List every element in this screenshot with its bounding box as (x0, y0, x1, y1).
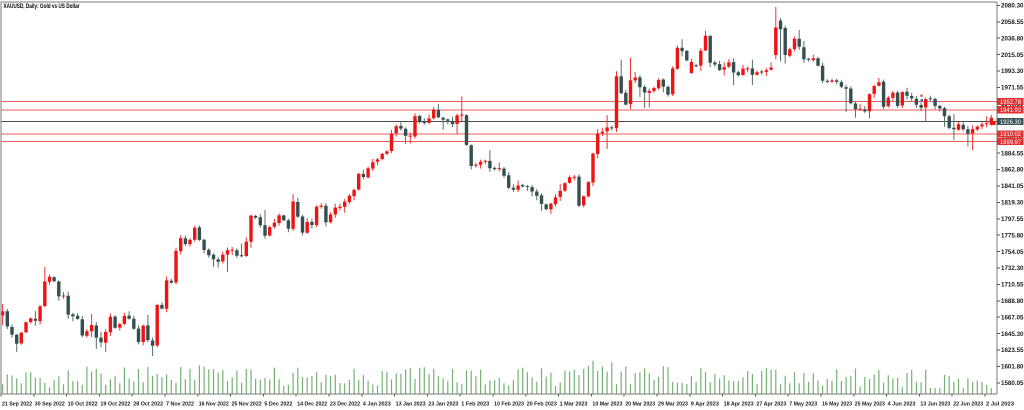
svg-text:16 Nov 2022: 16 Nov 2022 (199, 402, 229, 408)
svg-text:1971.55: 1971.55 (1001, 85, 1024, 92)
svg-text:1884.55: 1884.55 (1001, 150, 1024, 157)
svg-text:7 May 2023: 7 May 2023 (789, 402, 817, 408)
svg-text:1623.55: 1623.55 (1001, 347, 1024, 354)
svg-text:28 Oct 2022: 28 Oct 2022 (133, 402, 163, 408)
svg-text:2 Jul 2023: 2 Jul 2023 (986, 402, 1014, 408)
svg-text:19 Oct 2022: 19 Oct 2022 (100, 402, 130, 408)
svg-text:1688.80: 1688.80 (1001, 298, 1024, 305)
svg-text:1645.30: 1645.30 (1001, 331, 1024, 338)
svg-text:1667.05: 1667.05 (1001, 314, 1024, 321)
svg-text:29 Mar 2023: 29 Mar 2023 (658, 402, 688, 408)
svg-text:20 Feb 2023: 20 Feb 2023 (527, 402, 557, 408)
svg-text:XAUUSD, Daily: Gold vs US Dol: XAUUSD, Daily: Gold vs US Dollar (4, 3, 80, 10)
svg-text:1993.30: 1993.30 (1001, 68, 1024, 75)
svg-text:23 Jan 2023: 23 Jan 2023 (428, 402, 458, 408)
svg-text:16 May 2023: 16 May 2023 (822, 402, 852, 408)
svg-text:18 Apr 2023: 18 Apr 2023 (724, 402, 754, 408)
svg-text:1862.80: 1862.80 (1001, 167, 1024, 174)
svg-text:1926.30: 1926.30 (1000, 119, 1021, 126)
svg-text:10 Mar 2023: 10 Mar 2023 (592, 402, 622, 408)
svg-text:13 Jan 2023: 13 Jan 2023 (396, 402, 426, 408)
svg-text:20 Mar 2023: 20 Mar 2023 (625, 402, 655, 408)
svg-text:1797.55: 1797.55 (1001, 216, 1024, 223)
svg-text:13 Jun 2023: 13 Jun 2023 (920, 402, 950, 408)
svg-text:1710.55: 1710.55 (1001, 282, 1024, 289)
svg-text:2080.30: 2080.30 (1001, 3, 1024, 10)
svg-text:1 Mar 2023: 1 Mar 2023 (560, 402, 588, 408)
svg-text:1952.78: 1952.78 (1000, 99, 1021, 106)
svg-text:14 Dec 2022: 14 Dec 2022 (297, 402, 327, 408)
svg-text:1754.05: 1754.05 (1001, 249, 1024, 256)
svg-text:30 Sep 2022: 30 Sep 2022 (35, 402, 65, 408)
svg-text:21 Sep 2022: 21 Sep 2022 (2, 402, 32, 408)
svg-text:2036.80: 2036.80 (1001, 35, 1024, 42)
svg-text:4 Jun 2023: 4 Jun 2023 (888, 402, 916, 408)
svg-text:1 Feb 2023: 1 Feb 2023 (461, 402, 489, 408)
svg-text:10 Oct 2022: 10 Oct 2022 (68, 402, 98, 408)
svg-text:9 Apr 2023: 9 Apr 2023 (691, 402, 719, 408)
svg-text:1580.05: 1580.05 (1001, 380, 1024, 387)
svg-text:1819.30: 1819.30 (1001, 200, 1024, 207)
svg-text:1910.02: 1910.02 (1000, 131, 1021, 138)
svg-text:1941.93: 1941.93 (1000, 107, 1021, 114)
svg-text:4 Jan 2023: 4 Jan 2023 (363, 402, 391, 408)
svg-text:25 May 2023: 25 May 2023 (855, 402, 885, 408)
svg-text:1899.97: 1899.97 (1000, 139, 1021, 146)
svg-text:10 Feb 2023: 10 Feb 2023 (494, 402, 524, 408)
svg-text:1732.30: 1732.30 (1001, 265, 1024, 272)
svg-text:1601.80: 1601.80 (1001, 364, 1024, 371)
svg-text:2015.05: 2015.05 (1001, 52, 1024, 59)
svg-text:22 Jun 2023: 22 Jun 2023 (953, 402, 983, 408)
svg-text:2058.55: 2058.55 (1001, 19, 1024, 26)
svg-text:5 Dec 2022: 5 Dec 2022 (264, 402, 292, 408)
svg-text:27 Apr 2023: 27 Apr 2023 (756, 402, 786, 408)
svg-text:7 Nov 2022: 7 Nov 2022 (166, 402, 194, 408)
svg-text:25 Nov 2022: 25 Nov 2022 (232, 402, 262, 408)
svg-text:1775.80: 1775.80 (1001, 232, 1024, 239)
svg-text:1841.05: 1841.05 (1001, 183, 1024, 190)
svg-text:23 Dec 2022: 23 Dec 2022 (330, 402, 360, 408)
